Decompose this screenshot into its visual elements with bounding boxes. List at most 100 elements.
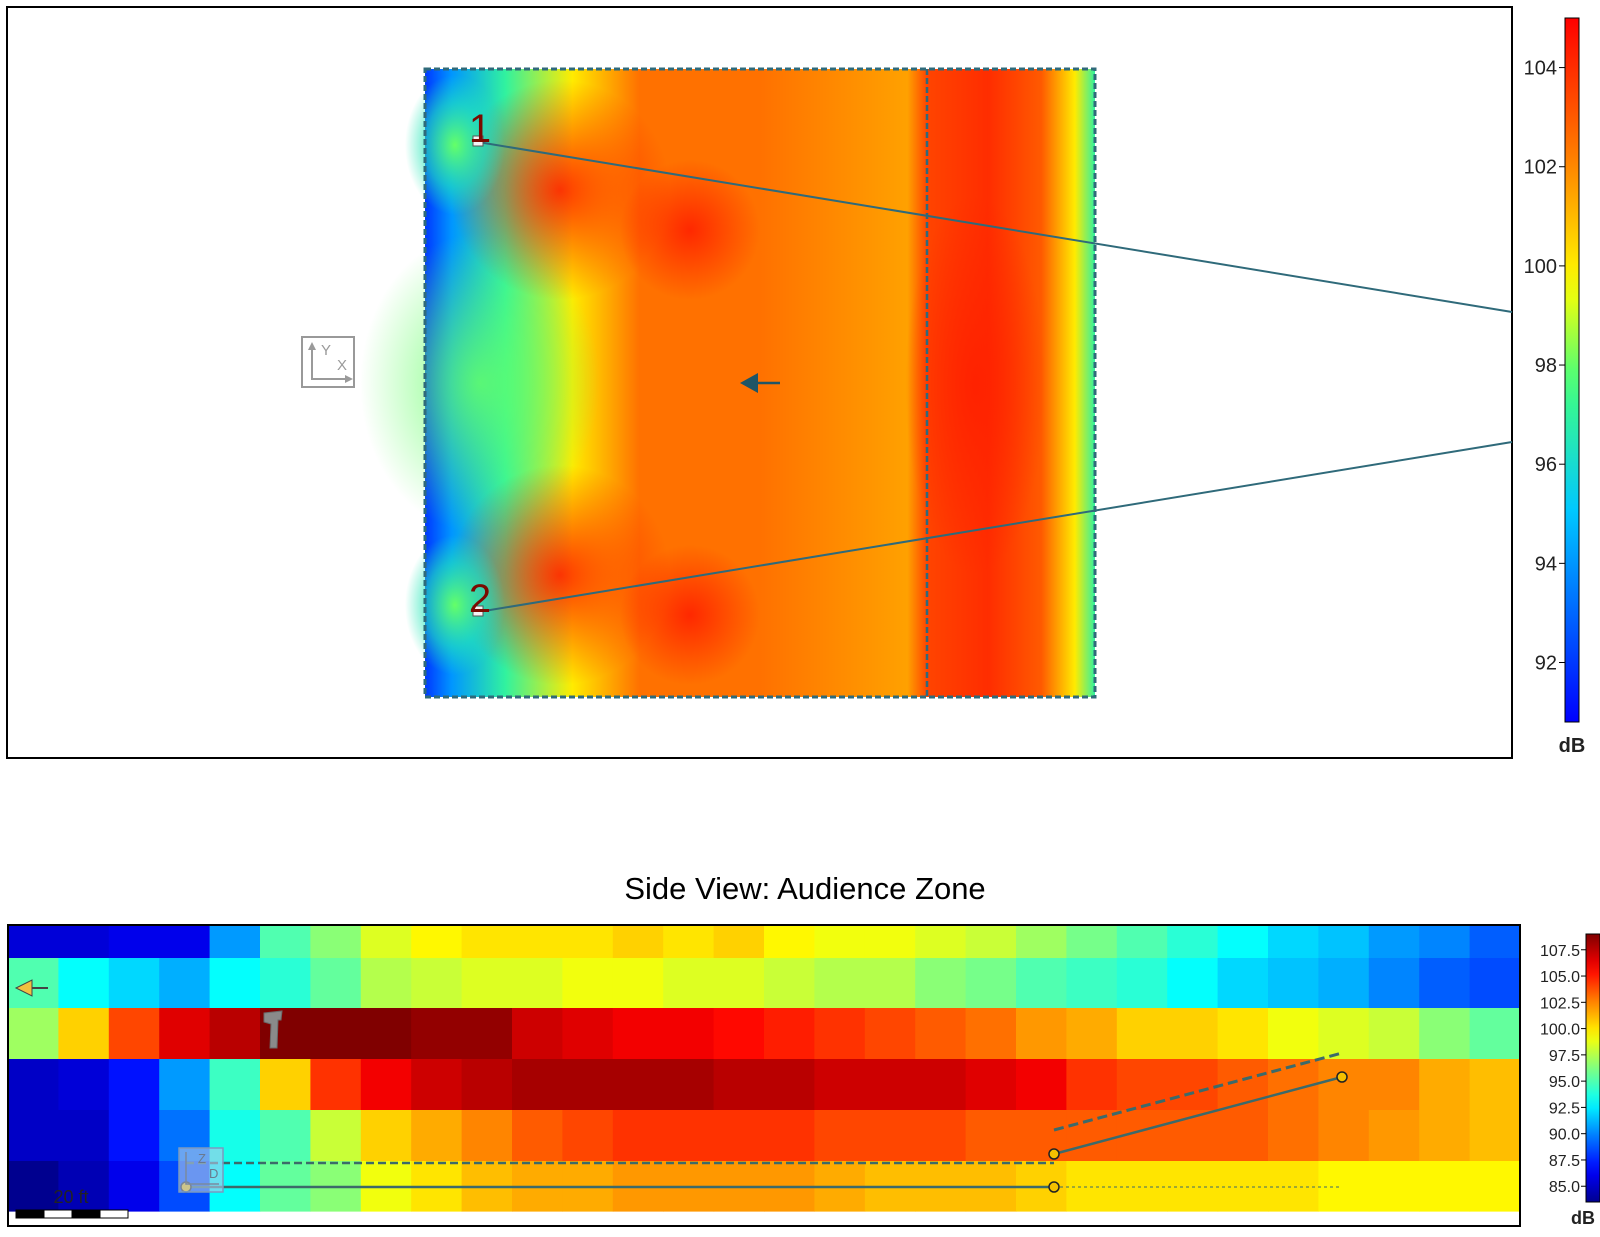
side-heatmap-cell bbox=[1419, 958, 1471, 1009]
side-heatmap-cell bbox=[663, 1110, 715, 1162]
side-heatmap-cell bbox=[562, 1110, 614, 1162]
side-colorbar-tick-label: 105.0 bbox=[1540, 969, 1580, 986]
side-axis-indicator-z-label: Z bbox=[198, 1151, 206, 1166]
axis-indicator-x-arrow bbox=[345, 375, 353, 383]
side-heatmap-cell bbox=[965, 1059, 1017, 1111]
side-heatmap-cell bbox=[764, 925, 815, 959]
side-colorbar-unit-label: dB bbox=[1571, 1208, 1595, 1228]
side-axis-indicator-lines bbox=[185, 1152, 219, 1185]
top-colorbar-tick-label: 98 bbox=[1535, 355, 1557, 377]
side-heatmap-cell bbox=[512, 1110, 563, 1162]
top-field-source-zone bbox=[405, 75, 505, 215]
zone-vertex-marker bbox=[1048, 1148, 1060, 1160]
side-heatmap-cell bbox=[1318, 925, 1370, 959]
side-heatmap-cell bbox=[1318, 1110, 1370, 1162]
side-heatmap-cell bbox=[58, 925, 110, 959]
side-heatmap-cell bbox=[612, 925, 664, 959]
side-heatmap-cell bbox=[965, 958, 1017, 1009]
side-heatmap-cell bbox=[713, 925, 765, 959]
side-heatmap-cell bbox=[1217, 925, 1269, 959]
side-heatmap-cell bbox=[562, 1008, 614, 1060]
speaker-2-marker bbox=[472, 605, 484, 617]
side-heatmap-cell bbox=[814, 1008, 866, 1060]
side-heatmap-cell bbox=[8, 958, 59, 1009]
side-heatmap-cell bbox=[310, 925, 362, 959]
side-heatmap-cell bbox=[310, 1059, 362, 1111]
side-heatmap-cell bbox=[1368, 1110, 1420, 1162]
side-heatmap-cell bbox=[1016, 925, 1067, 959]
side-heatmap-cell bbox=[1066, 925, 1118, 959]
side-colorbar-tick-label: 100.0 bbox=[1540, 1022, 1580, 1039]
side-heatmap-cell bbox=[411, 958, 463, 1009]
side-heatmap-cell bbox=[1016, 1059, 1067, 1111]
side-heatmap-cell bbox=[1419, 925, 1471, 959]
side-heatmap-cell bbox=[764, 1059, 815, 1111]
direction-arrow-head bbox=[740, 373, 758, 393]
side-heatmap-cell bbox=[1167, 958, 1219, 1009]
side-heatmap-cell bbox=[1016, 1008, 1067, 1060]
side-colorbar-tick-label: 97.5 bbox=[1549, 1048, 1580, 1065]
side-heatmap-cell bbox=[663, 1059, 715, 1111]
side-heatmap-cell bbox=[360, 925, 412, 959]
side-heatmap-cell bbox=[58, 1110, 110, 1162]
side-heatmap-cell bbox=[814, 925, 866, 959]
side-heatmap-cell bbox=[461, 1008, 513, 1060]
side-heatmap-cell bbox=[411, 925, 463, 959]
side-heatmap-cell bbox=[965, 1110, 1017, 1162]
side-heatmap-cell bbox=[159, 1008, 211, 1060]
side-heatmap-cell bbox=[915, 1059, 967, 1111]
top-colorbar-tick-label: 92 bbox=[1535, 653, 1557, 675]
side-heatmap-cell bbox=[1217, 958, 1269, 1009]
side-heatmap-cell bbox=[1368, 1008, 1420, 1060]
side-heatmap-cell bbox=[1268, 1110, 1319, 1162]
side-heatmap-cell bbox=[713, 1059, 765, 1111]
side-heatmap-cell bbox=[864, 1110, 916, 1162]
side-heatmap-cell bbox=[1368, 1059, 1420, 1111]
side-heatmap-cell bbox=[108, 1110, 160, 1162]
speaker-1-label: 1 bbox=[469, 107, 491, 151]
side-heatmap-cell bbox=[411, 1059, 463, 1111]
side-heatmap-cell bbox=[1066, 1008, 1118, 1060]
side-heatmap-cell bbox=[159, 1059, 211, 1111]
audience-zone-border bbox=[423, 67, 1097, 699]
side-heatmap-cell bbox=[411, 1008, 463, 1060]
top-colorbar-unit-label: dB bbox=[1559, 735, 1586, 757]
side-heatmap-cell bbox=[1268, 958, 1319, 1009]
side-heatmap-cell bbox=[310, 958, 362, 1009]
side-heatmap-cell bbox=[562, 1059, 614, 1111]
side-heatmap-cell bbox=[108, 1059, 160, 1111]
side-heatmap-cell bbox=[713, 1110, 765, 1162]
side-heatmap-cell bbox=[108, 958, 160, 1009]
speaker-2-label: 2 bbox=[469, 577, 491, 621]
side-heatmap-cell bbox=[1368, 958, 1420, 1009]
scale-bar-segment bbox=[99, 1209, 129, 1219]
zone-vertex-marker bbox=[1048, 1181, 1060, 1193]
source-2-aim-line bbox=[477, 441, 1513, 613]
side-heatmap-cell bbox=[1318, 1059, 1370, 1111]
side-heatmap-cell bbox=[1469, 1110, 1521, 1162]
side-heatmap-cell bbox=[864, 1008, 916, 1060]
side-heatmap-cell bbox=[260, 1110, 311, 1162]
side-heatmap-cell bbox=[965, 925, 1017, 959]
side-heatmap-cell bbox=[260, 925, 311, 959]
top-colorbar bbox=[1564, 17, 1580, 723]
side-heatmap-cell bbox=[8, 1008, 59, 1060]
top-colorbar-tick-label: 94 bbox=[1535, 553, 1557, 575]
top-colorbar-tick-label: 104 bbox=[1524, 58, 1557, 80]
side-heatmap-cell bbox=[1469, 958, 1521, 1009]
side-heatmap-cell bbox=[8, 925, 59, 959]
side-heatmap-cell bbox=[512, 958, 563, 1009]
side-heatmap-cell bbox=[461, 958, 513, 1009]
scale-bar-segment bbox=[43, 1209, 73, 1219]
side-heatmap-cell bbox=[1368, 1161, 1420, 1212]
zone-vertex-marker bbox=[1336, 1071, 1348, 1083]
side-heatmap-cell bbox=[310, 1110, 362, 1162]
side-heatmap-cell bbox=[260, 1059, 311, 1111]
side-heatmap-cell bbox=[663, 925, 715, 959]
side-heatmap-cell bbox=[1066, 1110, 1118, 1162]
side-heatmap-cell bbox=[1016, 958, 1067, 1009]
top-colorbar-tick-label: 102 bbox=[1524, 157, 1557, 179]
side-heatmap-cell bbox=[1469, 1161, 1521, 1212]
side-heatmap-cell bbox=[814, 958, 866, 1009]
